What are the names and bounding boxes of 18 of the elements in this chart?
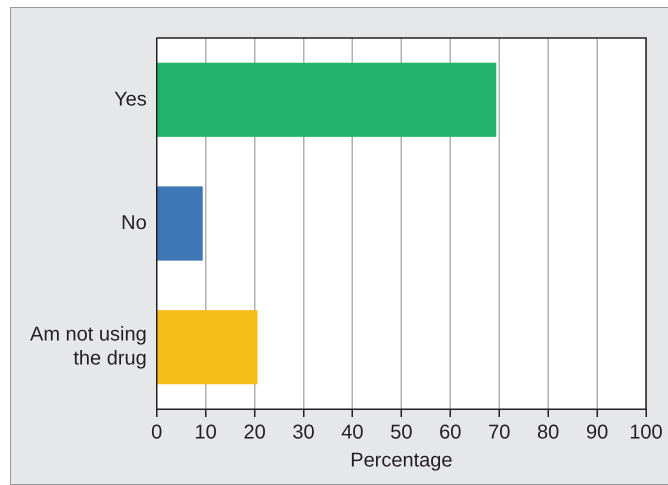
bar: [157, 62, 496, 137]
x-tick-label: 0: [151, 422, 162, 444]
x-tick-label: 20: [243, 422, 266, 444]
bar: [157, 186, 203, 261]
x-tick-label: 90: [586, 422, 608, 444]
x-axis-title: Percentage: [350, 450, 453, 472]
bar: [157, 310, 258, 384]
x-tick-label: 50: [390, 422, 412, 444]
x-tick-label: 10: [194, 422, 217, 444]
x-tick-label: 30: [292, 422, 315, 444]
y-tick-label: Yes: [114, 88, 147, 110]
x-tick-label: 100: [629, 422, 663, 444]
x-tick-label: 70: [488, 422, 510, 444]
x-tick-label: 80: [537, 422, 560, 444]
y-tick-label: Am not using the drug: [30, 324, 147, 370]
x-tick-label: 40: [341, 422, 364, 444]
x-tick-label: 60: [439, 422, 462, 444]
y-tick-label: No: [121, 212, 147, 234]
